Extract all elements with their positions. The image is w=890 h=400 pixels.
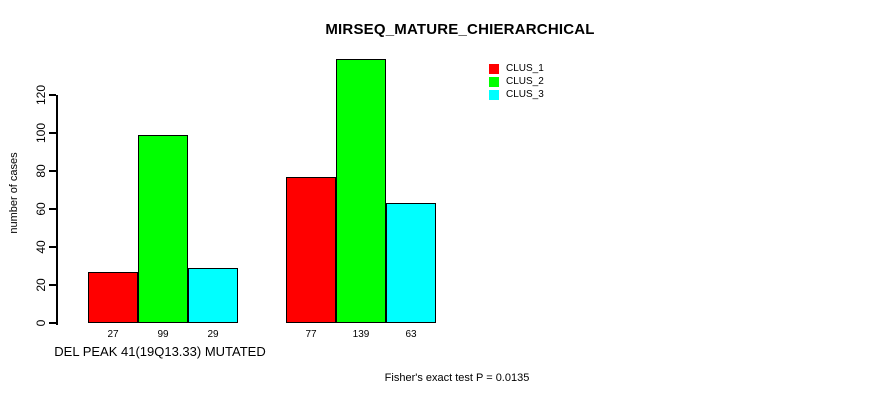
y-tick-label: 80 (34, 164, 48, 178)
y-tick-label: 20 (34, 278, 48, 292)
y-tick-label: 120 (34, 84, 48, 106)
y-tick (49, 208, 56, 210)
y-axis-line (56, 95, 58, 325)
y-tick (49, 132, 56, 134)
legend-item-clus-2: CLUS_2 (489, 77, 544, 87)
legend-swatch-icon (489, 64, 499, 74)
stats-annotation: Fisher's exact test P = 0.0135 (384, 372, 530, 384)
bar-value-label: 139 (352, 329, 370, 340)
bar-clus_2-group2 (336, 59, 386, 323)
y-tick-label: 0 (34, 319, 48, 327)
bar-value-label: 29 (207, 329, 219, 340)
y-tick (49, 246, 56, 248)
y-tick-label: 40 (34, 240, 48, 254)
legend-item-clus-1: CLUS_1 (489, 64, 544, 74)
bar-value-label: 77 (305, 329, 317, 340)
legend: CLUS_1 CLUS_2 CLUS_3 (489, 64, 544, 100)
legend-label: CLUS_3 (506, 89, 544, 100)
y-tick (49, 284, 56, 286)
x-axis-label: DEL PEAK 41(19Q13.33) MUTATED (54, 344, 266, 359)
bar-value-label: 63 (405, 329, 417, 340)
legend-swatch-icon (489, 90, 499, 100)
legend-label: CLUS_2 (506, 76, 544, 87)
chart-title: MIRSEQ_MATURE_CHIERARCHICAL (325, 21, 595, 38)
y-tick (49, 170, 56, 172)
bar-value-label: 99 (157, 329, 169, 340)
legend-item-clus-3: CLUS_3 (489, 90, 544, 100)
y-tick (49, 322, 56, 324)
bar-clus_3-group1 (188, 268, 238, 323)
bar-clus_1-group1 (88, 272, 138, 323)
y-tick-label: 100 (34, 122, 48, 144)
bar-clus_2-group1 (138, 135, 188, 323)
y-tick (49, 94, 56, 96)
legend-label: CLUS_1 (506, 63, 544, 74)
bar-clus_3-group2 (386, 203, 436, 323)
bar-clus_1-group2 (286, 177, 336, 323)
legend-swatch-icon (489, 77, 499, 87)
bar-value-label: 27 (107, 329, 119, 340)
y-tick-label: 60 (34, 202, 48, 216)
